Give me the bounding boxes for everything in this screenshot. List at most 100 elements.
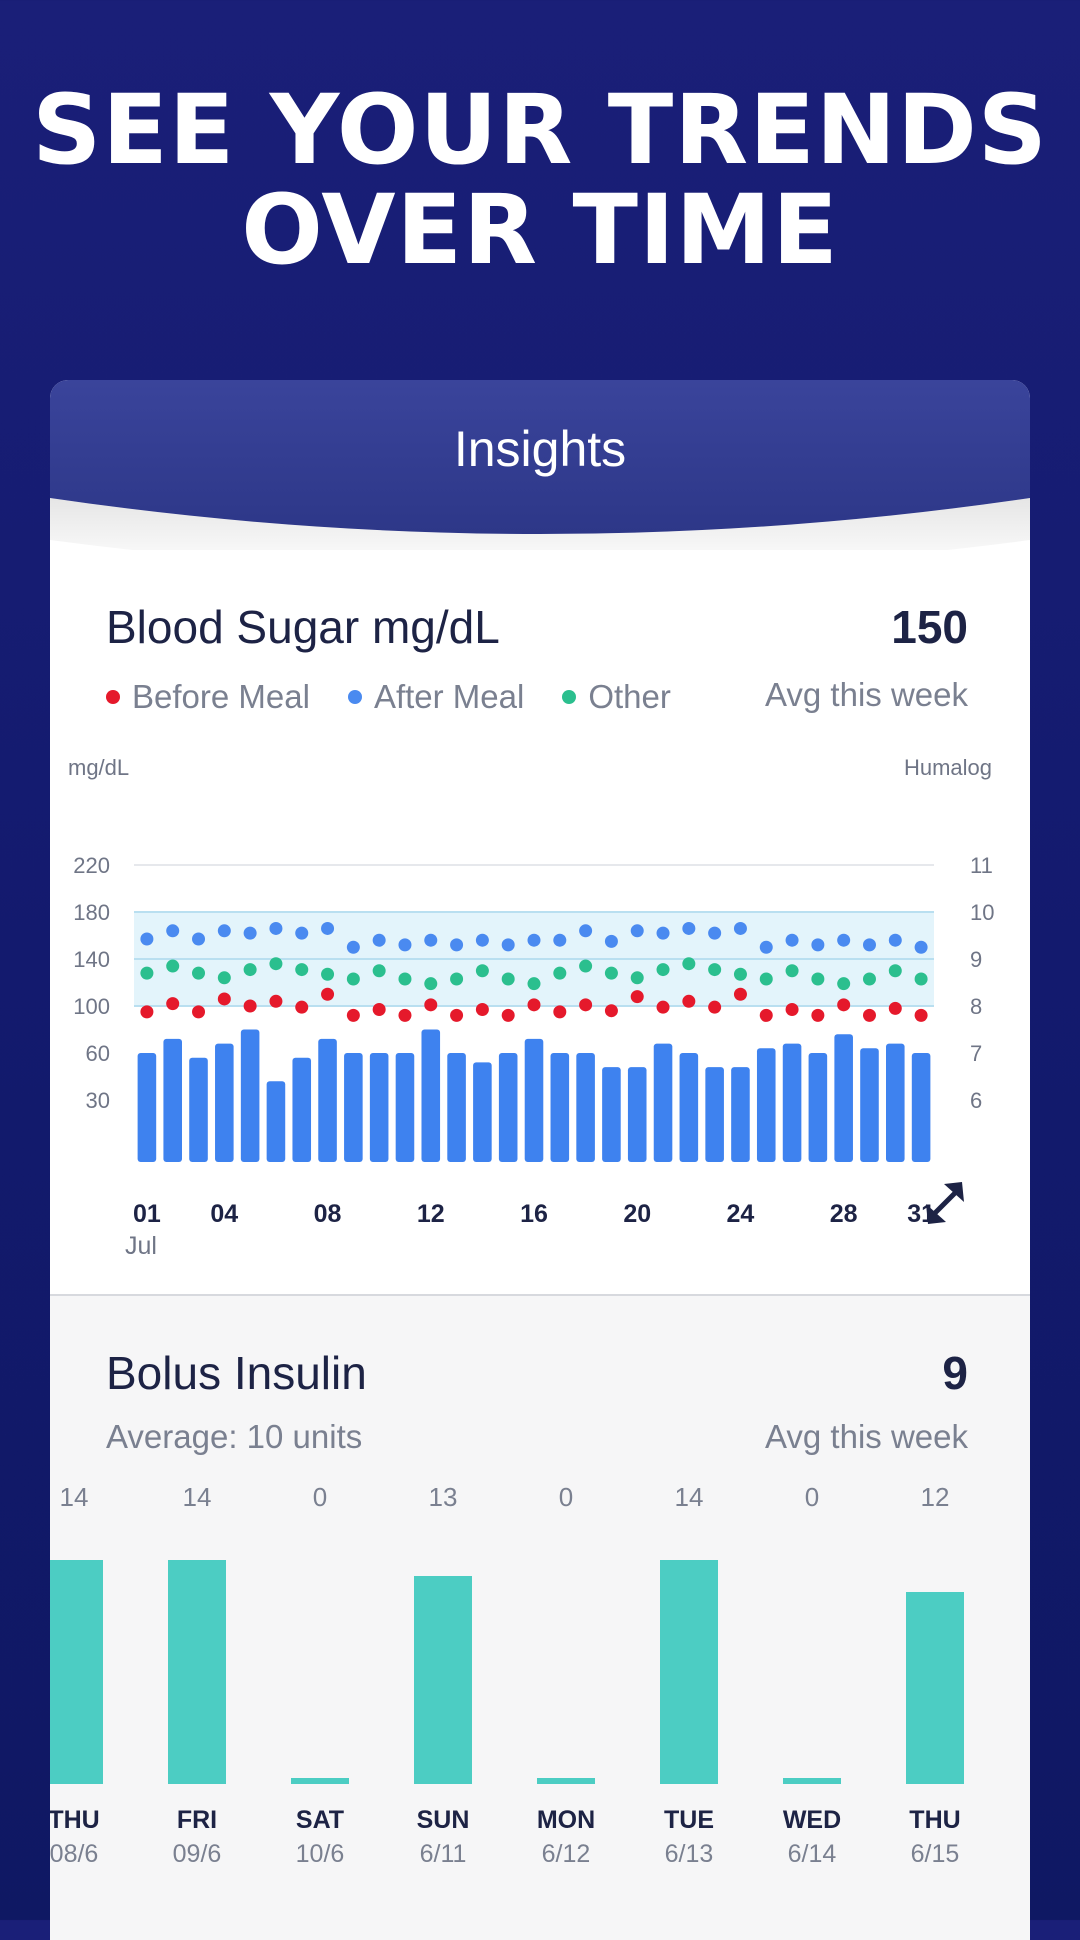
after-meal-point bbox=[604, 934, 618, 948]
y-tick-180: 180 bbox=[73, 900, 110, 925]
humalog-bar bbox=[473, 1062, 492, 1162]
bolus-value-label: 14 bbox=[675, 1482, 704, 1512]
other-point bbox=[217, 971, 231, 985]
humalog-bar bbox=[344, 1053, 363, 1162]
x-tick-20: 20 bbox=[623, 1200, 651, 1228]
other-point bbox=[862, 972, 876, 986]
before-meal-point bbox=[837, 998, 851, 1012]
after-meal-point bbox=[501, 938, 515, 952]
before-meal-point bbox=[604, 1004, 618, 1018]
x-month-label: Jul bbox=[125, 1232, 157, 1260]
humalog-bar bbox=[576, 1053, 595, 1162]
expand-chart-button[interactable] bbox=[918, 1176, 972, 1230]
humalog-bar bbox=[137, 1053, 157, 1162]
other-point bbox=[243, 963, 257, 977]
after-meal-point bbox=[192, 932, 206, 946]
humalog-bar bbox=[653, 1043, 673, 1162]
bolus-value-label: 0 bbox=[313, 1482, 327, 1512]
before-meal-point bbox=[656, 1000, 670, 1014]
y-tick-30: 30 bbox=[86, 1088, 110, 1113]
before-meal-point bbox=[295, 1000, 309, 1014]
bolus-date-label: 08/6 bbox=[50, 1840, 98, 1868]
humalog-bar bbox=[163, 1038, 182, 1162]
other-point bbox=[553, 966, 567, 980]
bolus-date-label: 6/14 bbox=[788, 1840, 837, 1868]
humalog-bar bbox=[602, 1067, 621, 1162]
other-point bbox=[166, 959, 180, 973]
blood-sugar-chart: 220 180 140 100 60 30 11 10 9 8 7 6 01 04 08 12 16 20 24 28… bbox=[73, 853, 994, 1260]
other-point bbox=[811, 972, 825, 986]
humalog-bar bbox=[756, 1048, 776, 1162]
legend-dot-before-meal bbox=[106, 690, 120, 704]
humalog-bar bbox=[860, 1048, 879, 1162]
humalog-bar bbox=[292, 1057, 312, 1162]
other-point bbox=[321, 967, 335, 981]
other-point bbox=[914, 972, 928, 986]
other-point bbox=[630, 971, 644, 985]
bolus-bar bbox=[906, 1592, 964, 1784]
hero-headline: SEE YOUR TRENDS OVER TIME bbox=[0, 80, 1080, 280]
other-point bbox=[140, 966, 154, 980]
humalog-bar bbox=[627, 1067, 647, 1162]
after-meal-point bbox=[682, 921, 696, 935]
before-meal-point bbox=[372, 1003, 386, 1017]
humalog-bar bbox=[447, 1053, 466, 1162]
bolus-day-label: THU bbox=[909, 1806, 960, 1834]
other-point bbox=[527, 977, 541, 991]
blood-sugar-legend: Before Meal After Meal Other bbox=[106, 678, 671, 716]
after-meal-point bbox=[321, 921, 335, 935]
before-meal-point bbox=[192, 1005, 206, 1019]
humalog-bar bbox=[911, 1053, 931, 1162]
before-meal-point bbox=[630, 990, 644, 1004]
y-tick-60: 60 bbox=[86, 1041, 110, 1066]
after-meal-point bbox=[398, 938, 412, 952]
x-tick-08: 08 bbox=[314, 1200, 342, 1228]
legend-dot-other bbox=[562, 690, 577, 704]
legend-before-meal: Before Meal bbox=[106, 678, 310, 716]
other-point bbox=[398, 972, 412, 986]
bolus-date-label: 6/11 bbox=[420, 1840, 467, 1868]
before-meal-point bbox=[424, 998, 438, 1012]
before-meal-point bbox=[398, 1008, 412, 1022]
blood-sugar-section[interactable]: Blood Sugar mg/dL 150 Avg this week Befo… bbox=[50, 550, 1030, 1294]
before-meal-point bbox=[785, 1003, 799, 1017]
before-meal-point bbox=[527, 998, 541, 1012]
after-meal-point bbox=[579, 924, 593, 938]
y2-tick-7: 7 bbox=[970, 1041, 982, 1066]
other-point bbox=[888, 964, 902, 978]
before-meal-point bbox=[914, 1008, 928, 1022]
bolus-day-label: SAT bbox=[296, 1806, 344, 1834]
other-point bbox=[682, 957, 696, 971]
other-point bbox=[424, 977, 438, 991]
bolus-date-label: 09/6 bbox=[173, 1840, 222, 1868]
humalog-bar bbox=[421, 1029, 441, 1162]
other-point bbox=[372, 964, 386, 978]
other-point bbox=[708, 963, 722, 977]
bolus-bar bbox=[537, 1778, 595, 1784]
legend-other: Other bbox=[562, 678, 671, 716]
legend-after-meal: After Meal bbox=[347, 678, 524, 716]
after-meal-point bbox=[708, 926, 722, 940]
after-meal-point bbox=[269, 921, 283, 935]
bolus-title: Bolus Insulin bbox=[106, 1347, 367, 1399]
hero-line-1: SEE YOUR TRENDS bbox=[32, 74, 1048, 186]
bolus-date-label: 6/15 bbox=[911, 1840, 960, 1868]
bolus-day-label: WED bbox=[783, 1806, 841, 1834]
before-meal-point bbox=[321, 987, 335, 1001]
y2-tick-11: 11 bbox=[970, 853, 993, 878]
humalog-bar bbox=[215, 1043, 234, 1162]
bolus-bar bbox=[168, 1560, 226, 1784]
before-meal-point bbox=[579, 998, 593, 1012]
bolus-section[interactable]: Bolus Insulin Average: 10 units 9 Avg th… bbox=[50, 1296, 1030, 1940]
y-tick-140: 140 bbox=[73, 947, 110, 972]
other-point bbox=[579, 959, 593, 973]
y-tick-220: 220 bbox=[73, 853, 110, 878]
other-point bbox=[475, 964, 489, 978]
other-point bbox=[604, 966, 618, 980]
after-meal-point bbox=[733, 921, 747, 935]
after-meal-point bbox=[527, 933, 541, 947]
bolus-day-label: THU bbox=[50, 1806, 100, 1834]
before-meal-point bbox=[862, 1008, 876, 1022]
bolus-value-label: 0 bbox=[805, 1482, 819, 1512]
after-meal-point bbox=[243, 926, 257, 940]
